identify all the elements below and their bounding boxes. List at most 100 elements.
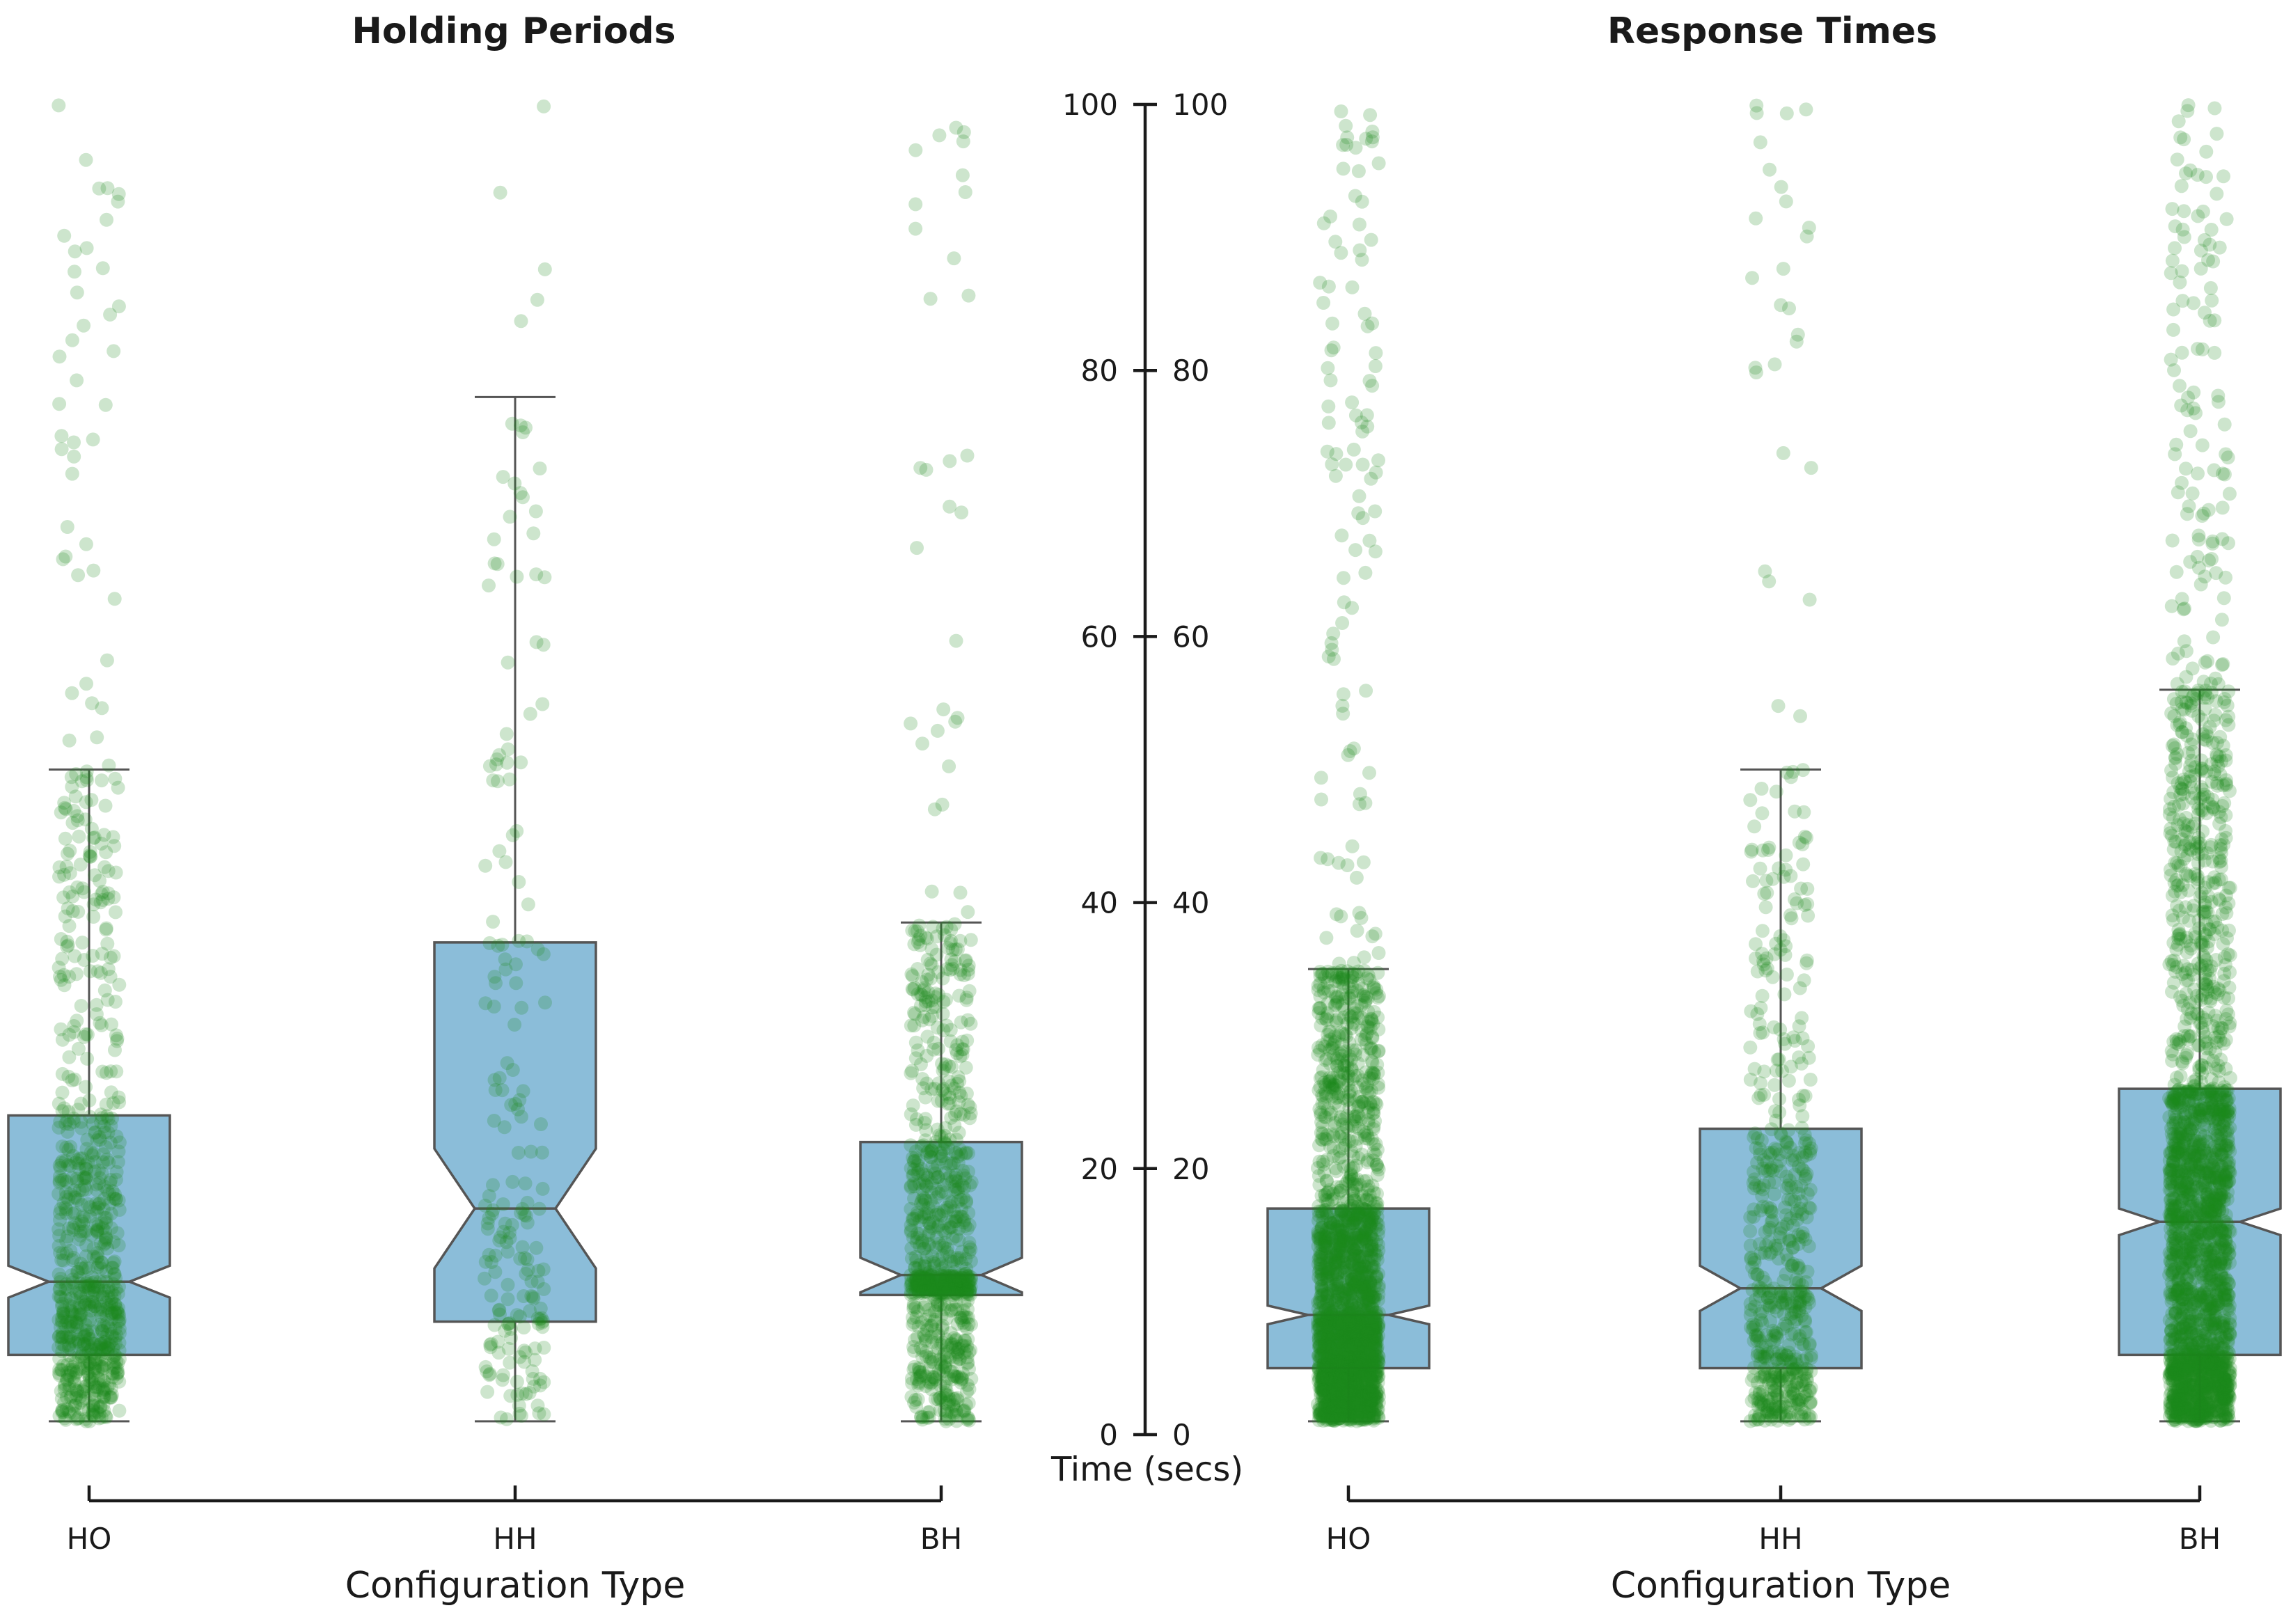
data-point — [83, 1209, 97, 1224]
data-point — [945, 1231, 960, 1245]
data-point — [86, 831, 101, 845]
data-point — [1365, 316, 1380, 331]
data-point — [99, 922, 113, 937]
data-point — [58, 1117, 73, 1131]
data-point — [930, 723, 945, 738]
data-point — [111, 187, 126, 201]
data-point — [90, 1225, 105, 1240]
data-point — [515, 1386, 530, 1401]
data-point — [90, 964, 105, 979]
data-point — [1799, 953, 1814, 968]
data-point — [1349, 870, 1364, 885]
data-point — [1756, 954, 1771, 968]
data-point — [52, 1330, 66, 1344]
data-point — [1341, 1158, 1355, 1173]
data-point — [505, 416, 519, 431]
data-point — [88, 892, 103, 907]
data-point — [1351, 977, 1366, 991]
data-point — [98, 1341, 113, 1356]
data-point — [1318, 1053, 1332, 1067]
data-point — [57, 978, 72, 993]
data-point — [1803, 1183, 1818, 1197]
data-point — [961, 1317, 976, 1332]
data-point — [1752, 1387, 1767, 1401]
data-point — [1793, 1329, 1807, 1343]
data-point — [501, 1341, 516, 1356]
data-point — [107, 1267, 122, 1282]
data-point — [63, 1320, 78, 1334]
data-point — [953, 885, 968, 900]
data-point — [112, 1321, 127, 1336]
data-point — [1314, 771, 1328, 785]
data-point — [1352, 217, 1367, 232]
data-point — [2168, 241, 2182, 255]
data-point — [1779, 848, 1793, 862]
data-point — [1323, 373, 1338, 388]
data-point — [1785, 1153, 1799, 1168]
data-point — [1792, 1050, 1806, 1064]
data-point — [1348, 1109, 1363, 1124]
data-point — [1747, 819, 1762, 834]
data-point — [1358, 565, 1373, 580]
data-point — [915, 988, 929, 1002]
data-point — [102, 1197, 117, 1211]
data-point — [1334, 104, 1348, 118]
data-point — [78, 812, 93, 827]
data-point — [111, 1144, 126, 1159]
data-point — [95, 1343, 109, 1358]
data-point — [55, 1085, 70, 1100]
data-point — [1344, 1084, 1358, 1098]
data-point — [75, 936, 90, 950]
data-point — [52, 1362, 67, 1377]
data-point — [72, 1410, 86, 1425]
data-point — [533, 1378, 547, 1393]
data-point — [1799, 1167, 1814, 1181]
data-point — [1774, 1405, 1788, 1420]
data-point — [71, 1041, 86, 1056]
data-point — [1325, 1089, 1339, 1104]
data-point — [1757, 887, 1772, 901]
data-point — [72, 1298, 87, 1312]
data-point — [72, 1232, 86, 1247]
data-point — [1783, 1355, 1798, 1370]
data-point — [519, 1266, 533, 1281]
data-point — [1334, 1407, 1348, 1421]
data-point — [93, 1348, 108, 1362]
data-point — [529, 635, 544, 649]
data-point — [493, 1307, 507, 1322]
data-point — [1771, 699, 1786, 714]
data-point — [963, 933, 978, 947]
data-point — [76, 1382, 90, 1397]
data-point — [1321, 416, 1336, 430]
data-point — [486, 773, 501, 788]
data-point — [100, 181, 115, 196]
data-point — [63, 885, 77, 899]
data-point — [952, 1126, 966, 1140]
data-point — [90, 1302, 105, 1317]
data-point — [1790, 327, 1805, 342]
data-point — [55, 1104, 70, 1119]
data-point — [963, 1178, 977, 1192]
data-point — [64, 1304, 78, 1318]
data-point — [914, 1410, 928, 1425]
data-point — [1761, 1399, 1775, 1413]
data-point — [955, 1048, 970, 1062]
data-point — [945, 1372, 959, 1387]
data-point — [61, 1124, 74, 1139]
data-point — [79, 152, 93, 167]
data-point — [523, 707, 537, 721]
data-point — [106, 1256, 120, 1270]
data-point — [110, 1226, 125, 1240]
data-point — [61, 846, 74, 861]
data-point — [911, 1158, 924, 1172]
data-point — [60, 520, 74, 534]
data-point — [521, 897, 535, 912]
data-point — [932, 128, 947, 143]
data-point — [1763, 1373, 1777, 1387]
data-point — [520, 1252, 535, 1267]
data-point — [93, 1275, 107, 1289]
data-point — [940, 1350, 954, 1364]
data-point — [1345, 839, 1360, 853]
data-point — [1761, 843, 1775, 857]
